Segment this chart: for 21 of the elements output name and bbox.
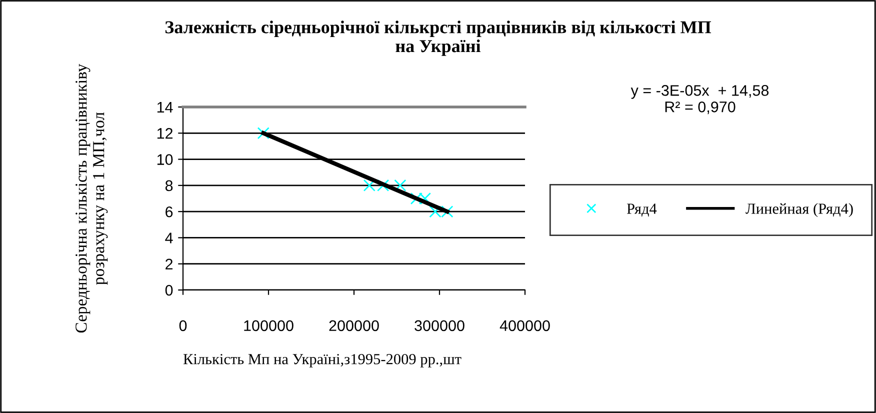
chart-title: Залежність сіредньорічної кількрсті працівників від кількості МП на Україні <box>165 20 712 56</box>
x-tick-label: 100000 <box>244 320 294 332</box>
y-tick-label: 6 <box>166 206 173 218</box>
x-tick-label: 200000 <box>329 320 379 332</box>
x-axis-title: Кількість Мп на Україні,з1995-2009 рр.,шт <box>183 354 462 368</box>
y-tick-label: 4 <box>165 232 173 244</box>
y-tick-label: 2 <box>166 258 173 270</box>
y-tick-label: 12 <box>157 128 173 139</box>
y-tick-label: 10 <box>157 154 173 165</box>
y-tick-label: 8 <box>165 180 173 192</box>
point <box>257 127 270 140</box>
legend-label: Линейная (Ряд4) <box>746 203 853 217</box>
legend-label: Ряд4 <box>626 204 657 217</box>
point <box>394 179 406 192</box>
text: y = -3E-05x + 14,58 R² = 0,970 <box>630 85 769 114</box>
y-tick-label: 0 <box>165 284 173 296</box>
x-tick-label: 0 <box>179 320 187 332</box>
y-axis-title: Середньорічна кількість працівниківу розрахунку на 1 МП,чол <box>76 64 108 333</box>
x-tick-label: 300000 <box>414 320 464 332</box>
y-tick-label: 14 <box>157 102 173 113</box>
x-tick-label: 400000 <box>500 320 550 332</box>
